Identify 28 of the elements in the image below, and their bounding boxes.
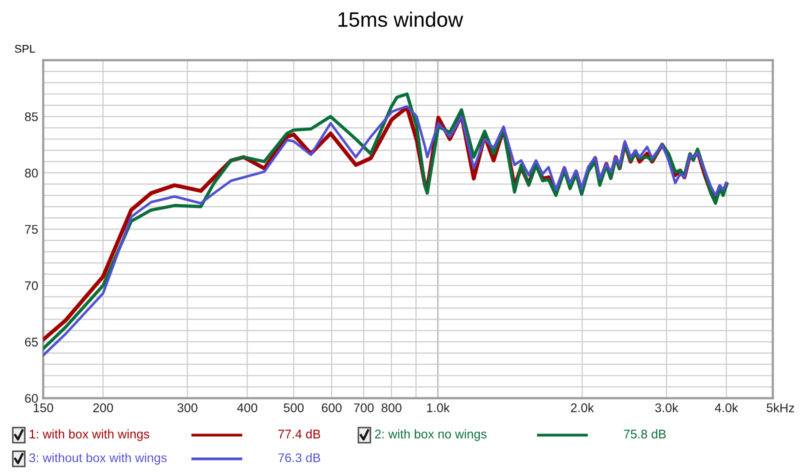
x-tick-label: 2.0k: [570, 403, 594, 412]
x-tick-label: 400: [237, 403, 258, 412]
y-axis-title: SPL: [14, 44, 36, 53]
text: 2: with box no wings: [375, 429, 487, 441]
chart-title: 15ms window: [338, 12, 464, 27]
y-tick-label: 70: [25, 281, 38, 290]
y-tick-label: 80: [24, 168, 38, 178]
x-tick-label: 150: [34, 403, 54, 412]
x-tick-label: 800: [382, 403, 402, 412]
text: 76.3 dB: [278, 453, 320, 462]
y-tick-label: 60: [25, 394, 38, 403]
text: 3: without box with wings: [29, 453, 167, 465]
text: 1: with box with wings: [30, 429, 150, 441]
x-tick-label: 500: [284, 403, 304, 412]
x-tick-label: 700: [354, 403, 374, 412]
text: 75.8 dB: [624, 429, 666, 438]
x-tick-label: 200: [93, 403, 113, 412]
x-tick-label: 600: [322, 403, 342, 412]
x-tick-label: 3.0k: [655, 403, 678, 412]
x-tick-label: 300: [177, 403, 198, 412]
text: 77.4 dB: [278, 429, 320, 438]
x-tick-label: 5k: [766, 403, 780, 412]
x-tick-label: 4.0k: [714, 403, 738, 412]
y-tick-label: 65: [25, 338, 38, 346]
x-tick-label: 1.0k: [427, 403, 450, 412]
y-tick-label: 85: [24, 112, 38, 122]
x-axis-title: Hz: [780, 404, 794, 412]
y-tick-label: 75: [25, 225, 38, 234]
